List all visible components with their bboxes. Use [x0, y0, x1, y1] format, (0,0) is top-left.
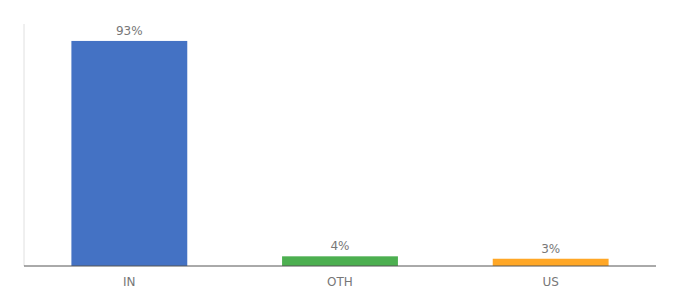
chart-container: 93% 4% 3% IN OTH US	[0, 0, 680, 300]
x-axis-line	[24, 266, 656, 267]
x-tick-label: US	[542, 275, 558, 289]
y-range-line	[24, 24, 25, 266]
chart: 93% 4% 3% IN OTH US	[0, 0, 680, 300]
bar	[282, 256, 398, 266]
data-label: 3%	[541, 242, 560, 256]
data-label: 93%	[116, 24, 143, 38]
bars	[71, 41, 608, 266]
bar	[71, 41, 187, 266]
x-tick-label: OTH	[327, 275, 353, 289]
data-label: 4%	[330, 239, 349, 253]
x-tick-label: IN	[123, 275, 136, 289]
bar	[493, 259, 609, 266]
